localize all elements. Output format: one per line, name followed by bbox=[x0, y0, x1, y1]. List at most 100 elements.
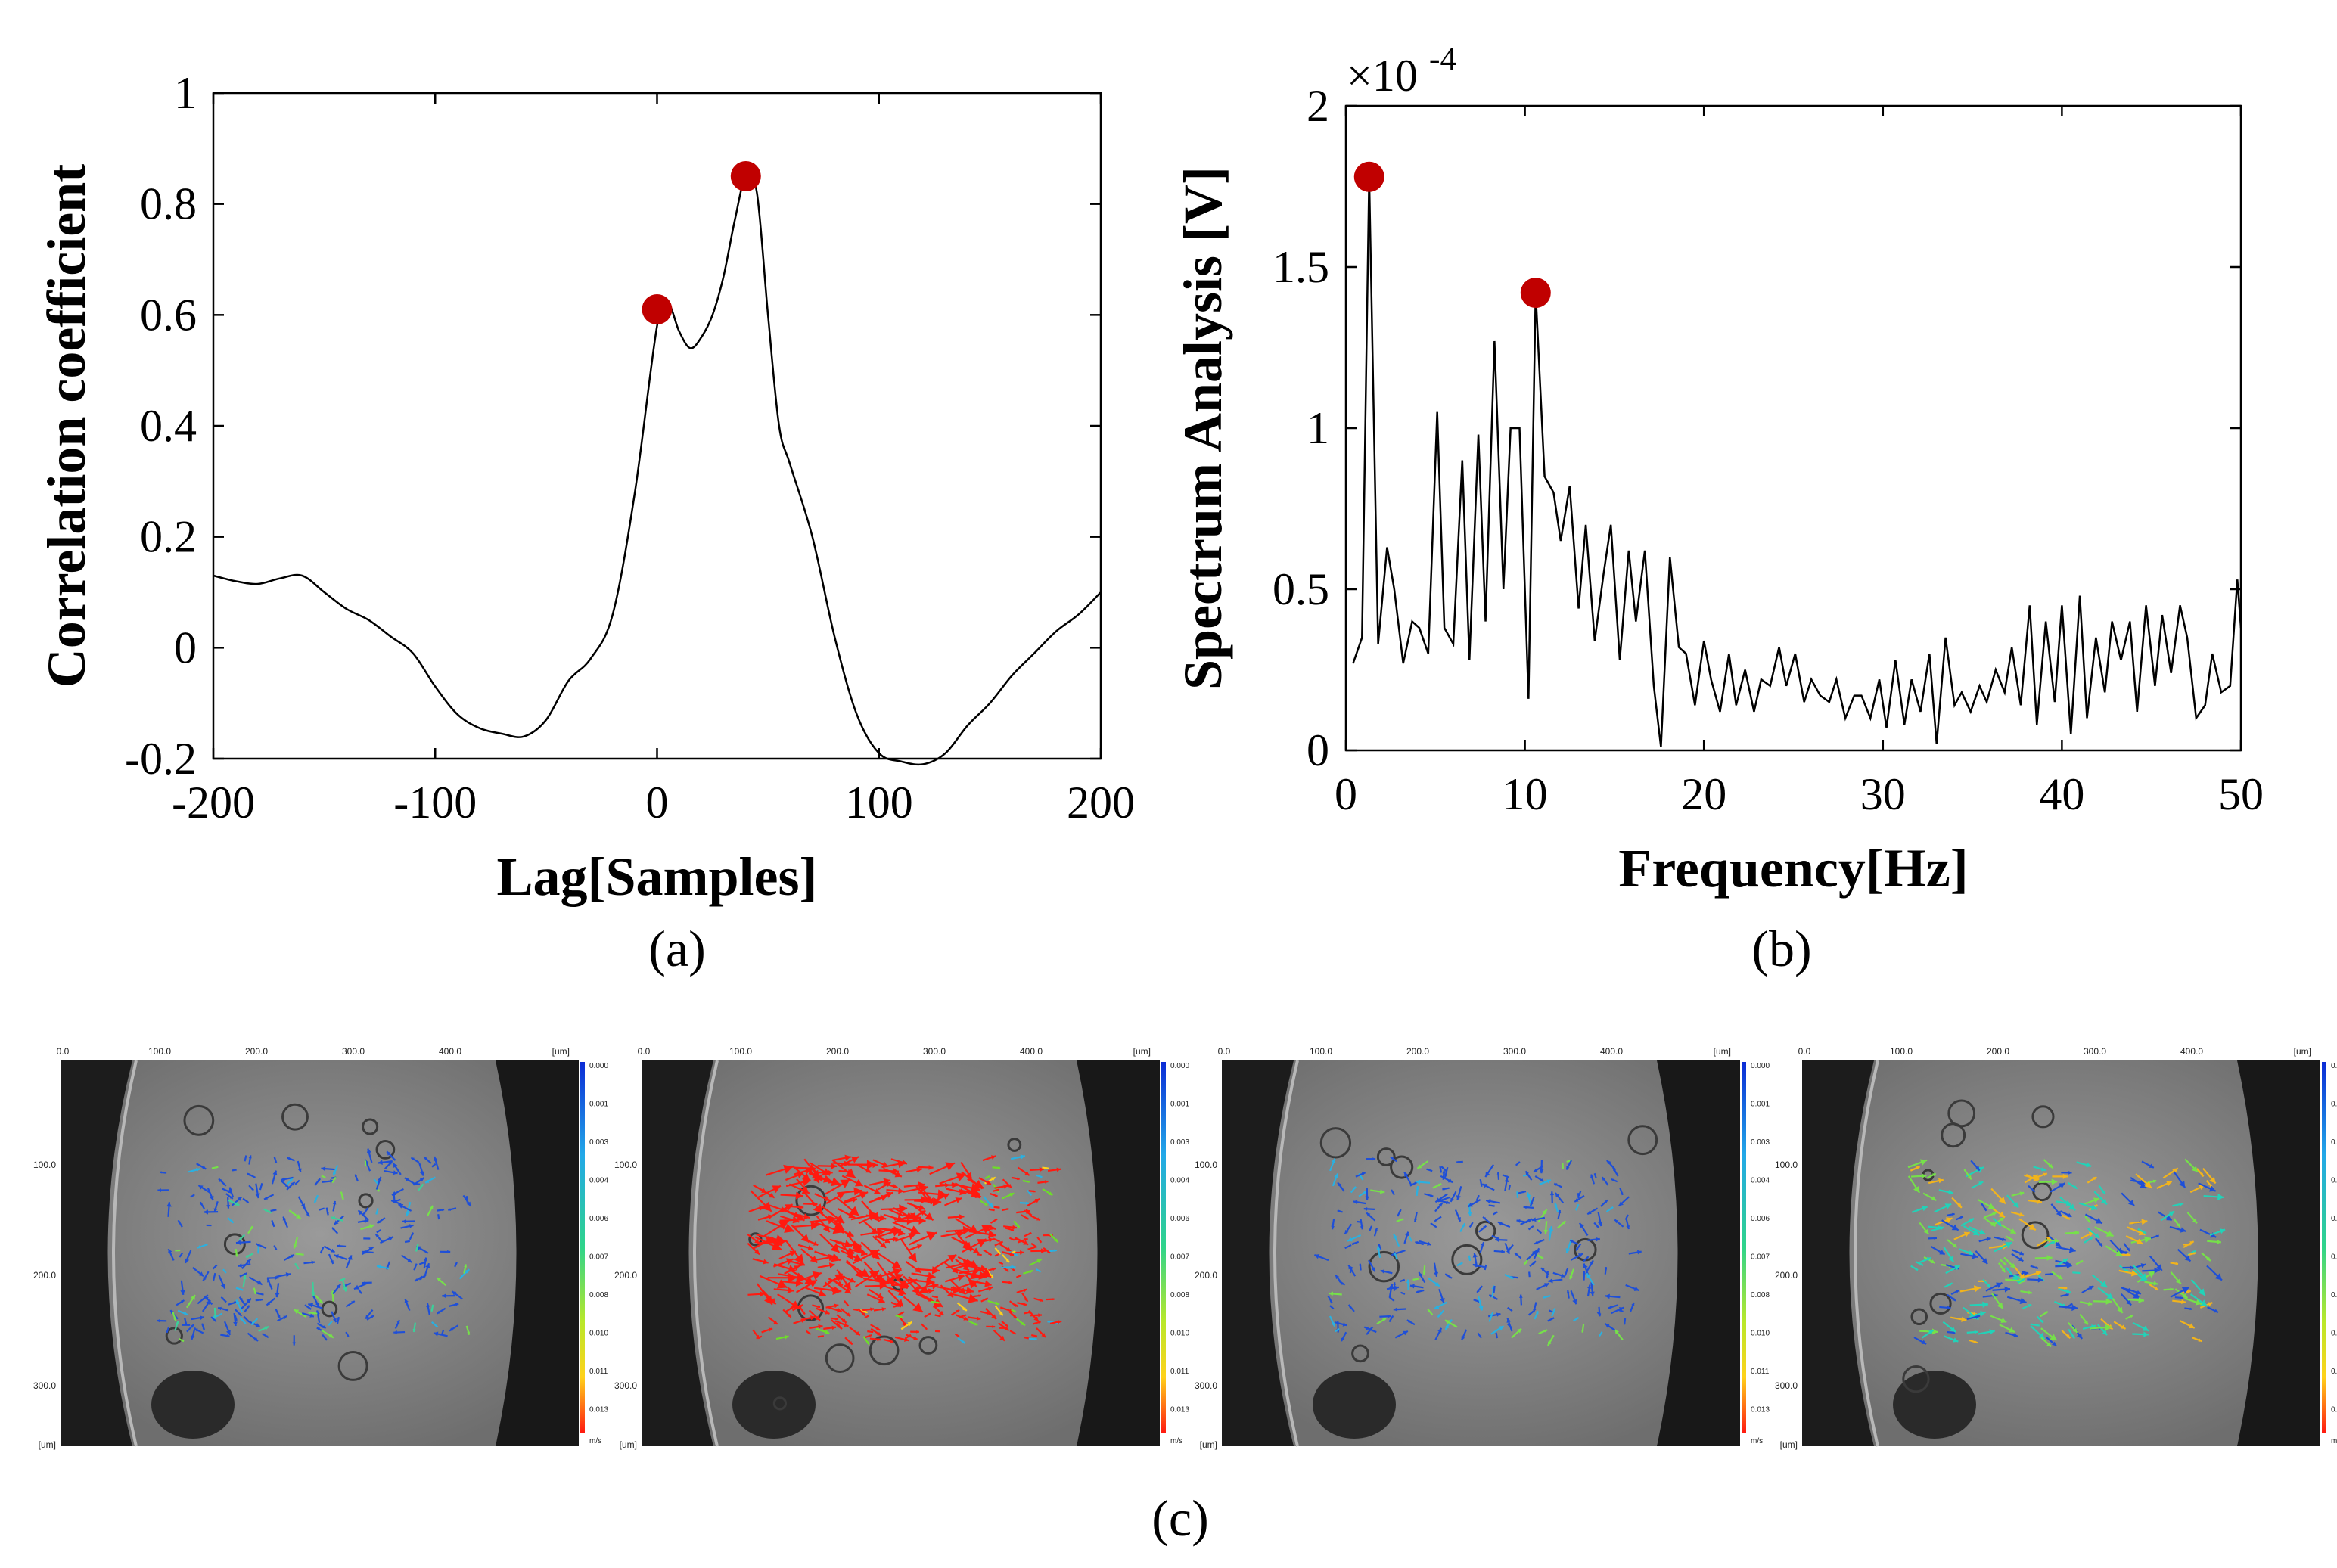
velocity-vector-head bbox=[404, 1299, 409, 1303]
velocity-vector-head bbox=[393, 1163, 398, 1169]
velocity-vector-head bbox=[1314, 1254, 1320, 1259]
velocity-vector-head bbox=[989, 1274, 993, 1278]
velocity-vector-head bbox=[1468, 1202, 1473, 1207]
velocity-vector-head bbox=[996, 1189, 999, 1191]
velocity-vector-head bbox=[1009, 1252, 1014, 1256]
velocity-vector-head bbox=[1590, 1260, 1593, 1265]
piv-colorbar-label: 0.000 bbox=[2331, 1062, 2337, 1070]
velocity-vector-head bbox=[992, 1325, 996, 1328]
velocity-vector-head bbox=[1041, 1248, 1046, 1254]
velocity-vector-head bbox=[972, 1247, 980, 1254]
velocity-vector-head bbox=[2141, 1219, 2148, 1225]
piv-colorbar-label: 0.007 bbox=[589, 1253, 608, 1262]
velocity-vector-head bbox=[1621, 1192, 1624, 1195]
velocity-vector-head bbox=[209, 1195, 214, 1200]
velocity-vector-head bbox=[828, 1262, 835, 1268]
velocity-vector-head bbox=[351, 1301, 355, 1305]
b-ytick-label: 1.5 bbox=[1273, 242, 1329, 292]
velocity-vector-head bbox=[875, 1327, 881, 1330]
velocity-vector-head bbox=[909, 1334, 912, 1337]
piv-unit-corner: [um] bbox=[1780, 1439, 1798, 1450]
velocity-vector-head bbox=[1952, 1330, 1956, 1334]
a-ytick-label: 0.8 bbox=[140, 179, 197, 229]
velocity-vector-head bbox=[1998, 1211, 2006, 1218]
velocity-vector-head bbox=[168, 1249, 172, 1253]
velocity-vector-head bbox=[999, 1335, 1005, 1341]
velocity-vector-head bbox=[2046, 1255, 2053, 1261]
velocity-vector-head bbox=[336, 1284, 341, 1289]
velocity-vector-head bbox=[464, 1264, 468, 1268]
velocity-vector-head bbox=[319, 1208, 321, 1211]
velocity-vector-head bbox=[2001, 1268, 2006, 1272]
velocity-vector-head bbox=[759, 1291, 766, 1297]
velocity-vector-head bbox=[1422, 1271, 1426, 1275]
velocity-vector-head bbox=[1009, 1193, 1015, 1197]
velocity-vector-head bbox=[1400, 1218, 1404, 1222]
velocity-vector-head bbox=[1409, 1284, 1415, 1289]
piv-xtick-label: 200.0 bbox=[245, 1046, 268, 1057]
piv-colorbar-unit: m/s bbox=[589, 1437, 601, 1445]
piv-xtick-label: 200.0 bbox=[826, 1046, 849, 1057]
velocity-vector-head bbox=[986, 1180, 991, 1185]
velocity-vector-head bbox=[855, 1269, 863, 1278]
velocity-vector-head bbox=[990, 1227, 994, 1231]
velocity-vector-head bbox=[1012, 1225, 1017, 1230]
velocity-vector-head bbox=[452, 1291, 457, 1296]
piv-colorbar-label: 0.011 bbox=[589, 1368, 608, 1376]
velocity-vector-head bbox=[2192, 1166, 2199, 1172]
velocity-vector-head bbox=[1434, 1225, 1437, 1228]
velocity-vector-head bbox=[916, 1330, 919, 1334]
piv-colorbar-label: 0.013 bbox=[1751, 1406, 1770, 1414]
velocity-vector-head bbox=[334, 1220, 339, 1225]
velocity-vector-head bbox=[358, 1210, 363, 1216]
velocity-vector-head bbox=[2138, 1229, 2146, 1236]
velocity-vector-head bbox=[2170, 1287, 2174, 1291]
velocity-vector-head bbox=[1331, 1322, 1335, 1327]
piv-unit-corner: [um] bbox=[620, 1439, 637, 1450]
velocity-vector-head bbox=[391, 1191, 396, 1196]
channel-wall-left bbox=[61, 1060, 132, 1446]
piv-colorbar-label: 0.000 bbox=[1751, 1062, 1770, 1070]
velocity-vector-head bbox=[272, 1170, 278, 1175]
velocity-vector-head bbox=[1586, 1273, 1591, 1278]
velocity-vector-head bbox=[793, 1216, 800, 1224]
velocity-vector-head bbox=[1562, 1221, 1566, 1225]
velocity-vector-head bbox=[1598, 1221, 1603, 1227]
velocity-vector-head bbox=[2087, 1219, 2091, 1223]
velocity-vector-head bbox=[185, 1258, 190, 1263]
velocity-vector-head bbox=[255, 1323, 260, 1327]
chart-a-frame bbox=[212, 92, 1102, 760]
velocity-vector-head bbox=[1539, 1169, 1544, 1174]
velocity-vector-head bbox=[1382, 1318, 1386, 1322]
velocity-vector-head bbox=[1495, 1237, 1499, 1242]
velocity-vector-head bbox=[2138, 1296, 2145, 1304]
velocity-vector-head bbox=[1611, 1178, 1614, 1181]
velocity-vector-head bbox=[785, 1204, 793, 1212]
velocity-vector-head bbox=[1391, 1315, 1394, 1318]
velocity-vector-head bbox=[2065, 1293, 2069, 1296]
velocity-vector-head bbox=[2155, 1234, 2159, 1238]
velocity-vector-head bbox=[1341, 1337, 1344, 1342]
bubble bbox=[1910, 1308, 1928, 1326]
velocity-vector-head bbox=[343, 1287, 347, 1292]
a-xtick-label: 200 bbox=[1067, 778, 1135, 827]
velocity-vector-head bbox=[1922, 1206, 1928, 1212]
velocity-vector-head bbox=[1992, 1212, 1997, 1216]
velocity-vector-head bbox=[942, 1193, 950, 1200]
velocity-vector-head bbox=[987, 1312, 990, 1315]
piv-xtick-label: 100.0 bbox=[148, 1046, 171, 1057]
velocity-vector-head bbox=[1577, 1253, 1583, 1258]
velocity-vector-head bbox=[187, 1324, 191, 1327]
velocity-vector-head bbox=[803, 1213, 810, 1220]
velocity-vector-head bbox=[1456, 1263, 1459, 1266]
velocity-vector-head bbox=[831, 1253, 841, 1262]
velocity-vector-head bbox=[900, 1312, 904, 1315]
velocity-vector-head bbox=[810, 1256, 818, 1263]
velocity-vector-head bbox=[1438, 1203, 1443, 1207]
velocity-vector-head bbox=[962, 1240, 971, 1247]
velocity-vector-head bbox=[804, 1276, 815, 1285]
chart-b-series-line bbox=[1352, 176, 2242, 747]
velocity-vector-head bbox=[2175, 1278, 2181, 1284]
velocity-vector-head bbox=[2041, 1166, 2046, 1172]
velocity-vector-head bbox=[1614, 1329, 1620, 1334]
